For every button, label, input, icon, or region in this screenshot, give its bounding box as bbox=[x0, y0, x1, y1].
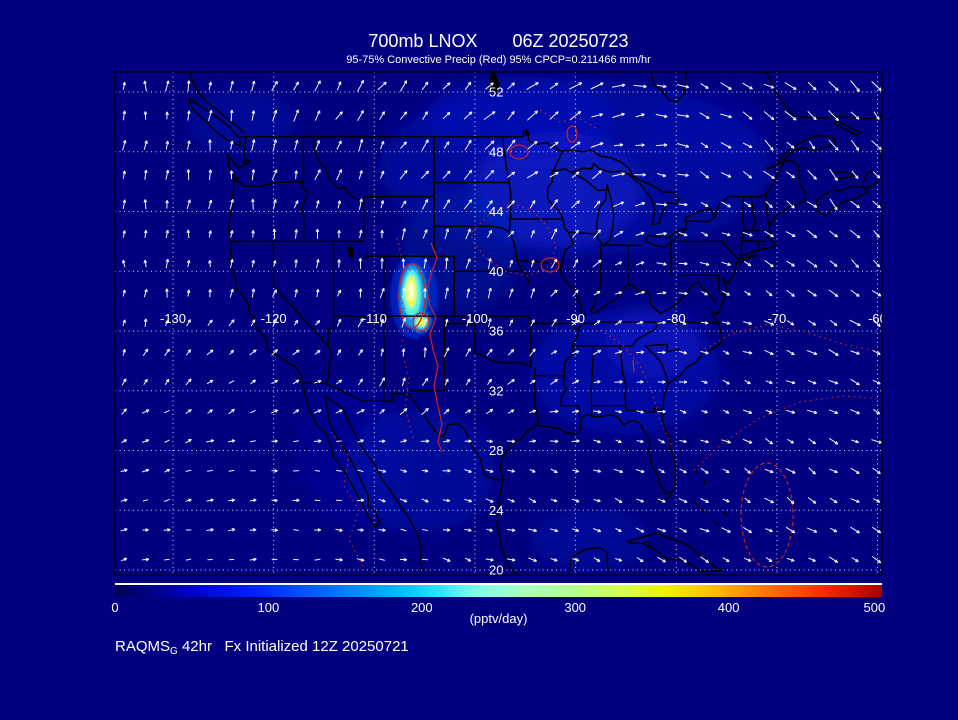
lon-label: -100 bbox=[462, 311, 488, 326]
lon-label: -110 bbox=[362, 311, 387, 326]
lat-label: 28 bbox=[489, 443, 503, 458]
lon-label: -80 bbox=[667, 311, 686, 326]
lat-label: 24 bbox=[489, 503, 503, 518]
lat-label: 44 bbox=[489, 204, 503, 219]
chart-subtitle: 95-75% Convective Precip (Red) 95% CPCP=… bbox=[346, 54, 651, 66]
colorbar-ticks: 0 100 200 300 400 500 bbox=[111, 600, 885, 615]
lon-label: -60 bbox=[868, 311, 887, 326]
colorbar-unit-label: (pptv/day) bbox=[469, 611, 528, 626]
lat-label: 20 bbox=[489, 563, 503, 578]
lon-label: -70 bbox=[768, 311, 787, 326]
lat-label: 40 bbox=[489, 264, 503, 279]
lon-label: -120 bbox=[261, 311, 287, 326]
lat-label: 36 bbox=[489, 324, 503, 339]
map-outline-layer bbox=[188, 72, 882, 574]
model-run-footer: RAQMSG 42hr Fx Initialized 12Z 20250721 bbox=[115, 638, 409, 657]
lat-label: 32 bbox=[489, 383, 503, 398]
model-name: RAQMS bbox=[115, 638, 171, 655]
colorbar-tick-label: 300 bbox=[564, 600, 587, 615]
model-name-subscript: G bbox=[170, 646, 178, 657]
colorbar-tick-label: 0 bbox=[111, 600, 119, 615]
plot-border bbox=[114, 71, 883, 576]
chart-title: 700mb LNOX 06Z 20250723 bbox=[368, 31, 629, 51]
colorbar-tick-label: 100 bbox=[257, 600, 280, 615]
axis-labels-layer: 52 48 44 40 36 32 28 24 20 -130 -120 -110 -100 -90 -80… bbox=[160, 85, 887, 578]
lon-label: -90 bbox=[566, 311, 585, 326]
lat-label: 52 bbox=[489, 85, 503, 100]
colorbar-axis-line bbox=[115, 583, 882, 585]
colorbar-tick-label: 200 bbox=[410, 600, 433, 615]
colorbar-tick-label: 400 bbox=[717, 600, 740, 615]
wind-vector-layer bbox=[120, 79, 882, 564]
precip-contour-layer bbox=[330, 109, 882, 568]
lat-label: 48 bbox=[489, 144, 503, 159]
colorbar-tick-label: 500 bbox=[863, 600, 886, 615]
model-run-details: 42hr Fx Initialized 12Z 20250721 bbox=[177, 638, 409, 655]
lon-label: -130 bbox=[160, 311, 186, 326]
colorbar-gradient bbox=[115, 585, 882, 597]
